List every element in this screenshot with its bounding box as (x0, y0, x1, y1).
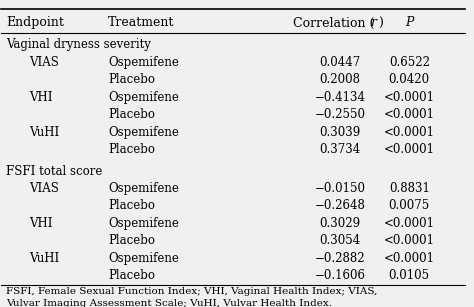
Text: P: P (405, 17, 413, 29)
Text: 0.0105: 0.0105 (389, 269, 430, 282)
Text: <0.0001: <0.0001 (384, 143, 435, 156)
Text: Endpoint: Endpoint (6, 17, 64, 29)
Text: Treatment: Treatment (108, 17, 174, 29)
Text: Ospemifene: Ospemifene (108, 56, 179, 69)
Text: 0.6522: 0.6522 (389, 56, 430, 69)
Text: −0.2550: −0.2550 (314, 108, 365, 121)
Text: <0.0001: <0.0001 (384, 108, 435, 121)
Text: <0.0001: <0.0001 (384, 217, 435, 230)
Text: ): ) (378, 17, 383, 29)
Text: 0.3039: 0.3039 (319, 126, 360, 139)
Text: <0.0001: <0.0001 (384, 91, 435, 104)
Text: −0.0150: −0.0150 (314, 182, 365, 195)
Text: Ospemifene: Ospemifene (108, 182, 179, 195)
Text: VHI: VHI (29, 217, 53, 230)
Text: 0.8831: 0.8831 (389, 182, 430, 195)
Text: <0.0001: <0.0001 (384, 234, 435, 247)
Text: 0.3029: 0.3029 (319, 217, 360, 230)
Text: Ospemifene: Ospemifene (108, 252, 179, 265)
Text: 0.0420: 0.0420 (389, 73, 430, 86)
Text: VIAS: VIAS (29, 56, 59, 69)
Text: VHI: VHI (29, 91, 53, 104)
Text: FSFI, Female Sexual Function Index; VHI, Vaginal Health Index; VIAS,
Vulvar Imag: FSFI, Female Sexual Function Index; VHI,… (6, 287, 377, 307)
Text: −0.1606: −0.1606 (314, 269, 365, 282)
Text: <0.0001: <0.0001 (384, 252, 435, 265)
Text: 0.0447: 0.0447 (319, 56, 360, 69)
Text: VIAS: VIAS (29, 182, 59, 195)
Text: −0.2882: −0.2882 (314, 252, 365, 265)
Text: Placebo: Placebo (108, 108, 155, 121)
Text: r: r (370, 17, 376, 29)
Text: Placebo: Placebo (108, 73, 155, 86)
Text: Ospemifene: Ospemifene (108, 91, 179, 104)
Text: Correlation (: Correlation ( (293, 17, 375, 29)
Text: Placebo: Placebo (108, 269, 155, 282)
Text: 0.3054: 0.3054 (319, 234, 360, 247)
Text: 0.0075: 0.0075 (389, 199, 430, 212)
Text: Ospemifene: Ospemifene (108, 126, 179, 139)
Text: <0.0001: <0.0001 (384, 126, 435, 139)
Text: Placebo: Placebo (108, 199, 155, 212)
Text: −0.2648: −0.2648 (314, 199, 365, 212)
Text: −0.4134: −0.4134 (314, 91, 365, 104)
Text: Ospemifene: Ospemifene (108, 217, 179, 230)
Text: VuHI: VuHI (29, 126, 59, 139)
Text: Placebo: Placebo (108, 234, 155, 247)
Text: Vaginal dryness severity: Vaginal dryness severity (6, 38, 151, 51)
Text: FSFI total score: FSFI total score (6, 165, 102, 177)
Text: 0.3734: 0.3734 (319, 143, 360, 156)
Text: Placebo: Placebo (108, 143, 155, 156)
Text: VuHI: VuHI (29, 252, 59, 265)
Text: 0.2008: 0.2008 (319, 73, 360, 86)
